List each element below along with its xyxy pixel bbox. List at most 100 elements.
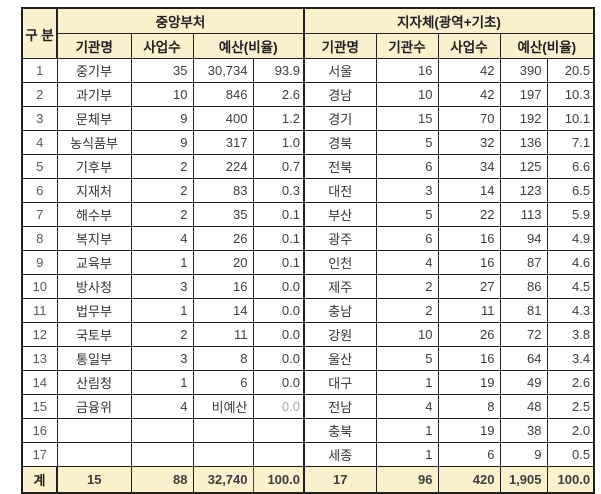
central-project-count-header: 사업수 bbox=[130, 33, 194, 59]
table-row: 3 문체부 9 400 1.2 경기 15 70 192 10.1 bbox=[21, 106, 595, 131]
table-row: 12 국토부 2 11 0.0 강원 10 26 72 3.8 bbox=[21, 322, 595, 347]
local-ratio-cell: 0.5 bbox=[546, 442, 595, 467]
total-local-ratio-cell: 100.0 bbox=[546, 466, 595, 494]
table-row: 15 금융위 4 비예산 0.0 전남 4 8 48 2.5 bbox=[21, 394, 595, 419]
central-project-count-cell: 9 bbox=[130, 106, 194, 131]
central-budget-cell: 11 bbox=[192, 322, 254, 347]
local-ratio-cell: 3.4 bbox=[546, 346, 595, 371]
table-row: 2 과기부 10 846 2.6 경남 10 42 197 10.3 bbox=[21, 82, 595, 107]
local-project-count-cell: 11 bbox=[437, 298, 501, 323]
local-ratio-cell: 4.6 bbox=[546, 250, 595, 275]
central-project-count-cell: 10 bbox=[130, 82, 194, 107]
local-project-count-cell: 14 bbox=[437, 178, 501, 203]
row-number-cell: 17 bbox=[21, 442, 58, 467]
central-budget-cell: 16 bbox=[192, 274, 254, 299]
local-project-count-cell: 22 bbox=[437, 202, 501, 227]
table-row: 7 해수부 2 35 0.1 부산 5 22 113 5.9 bbox=[21, 202, 595, 227]
row-number-cell: 5 bbox=[21, 154, 58, 179]
local-budget-cell: 113 bbox=[499, 202, 548, 227]
table-footer: 계 15 88 32,740 100.0 17 96 420 1,905 100… bbox=[21, 466, 595, 494]
local-org-count-cell: 1 bbox=[375, 418, 439, 443]
central-agency-name-cell: 금융위 bbox=[56, 394, 132, 419]
table-row: 4 농식품부 9 317 1.0 경북 5 32 136 7.1 bbox=[21, 130, 595, 155]
local-ratio-cell: 10.1 bbox=[546, 106, 595, 131]
row-number-cell: 3 bbox=[21, 106, 58, 131]
table-row: 1 중기부 35 30,734 93.9 서울 16 42 390 20.5 bbox=[21, 58, 595, 83]
total-local-org-count-cell: 96 bbox=[375, 466, 439, 494]
row-number-cell: 1 bbox=[21, 58, 58, 83]
row-number-cell: 14 bbox=[21, 370, 58, 395]
local-project-count-cell: 70 bbox=[437, 106, 501, 131]
central-ratio-cell: 0.0 bbox=[252, 298, 305, 323]
local-org-count-cell: 6 bbox=[375, 226, 439, 251]
central-project-count-cell: 1 bbox=[130, 298, 194, 323]
row-number-cell: 13 bbox=[21, 346, 58, 371]
central-budget-header: 예산(비율) bbox=[192, 33, 305, 59]
central-ratio-cell bbox=[252, 442, 305, 467]
central-agency-name-cell: 해수부 bbox=[56, 202, 132, 227]
central-ratio-cell: 0.0 bbox=[252, 394, 305, 419]
local-budget-cell: 49 bbox=[499, 370, 548, 395]
local-region-name-cell: 광주 bbox=[303, 226, 377, 251]
local-project-count-cell: 19 bbox=[437, 370, 501, 395]
central-project-count-cell bbox=[130, 442, 194, 467]
local-ratio-cell: 2.5 bbox=[546, 394, 595, 419]
central-ratio-cell: 0.0 bbox=[252, 322, 305, 347]
central-project-count-cell: 2 bbox=[130, 154, 194, 179]
table-body: 1 중기부 35 30,734 93.9 서울 16 42 390 20.5 2 과기부 10 846 2.… bbox=[21, 58, 595, 467]
local-region-name-cell: 전남 bbox=[303, 394, 377, 419]
local-budget-cell: 94 bbox=[499, 226, 548, 251]
central-budget-cell bbox=[192, 418, 254, 443]
local-ratio-cell: 2.0 bbox=[546, 418, 595, 443]
central-budget-cell: 비예산 bbox=[192, 394, 254, 419]
row-number-cell: 10 bbox=[21, 274, 58, 299]
central-ratio-cell: 0.0 bbox=[252, 274, 305, 299]
central-agency-name-cell: 국토부 bbox=[56, 322, 132, 347]
total-central-ratio-cell: 100.0 bbox=[252, 466, 305, 494]
row-number-cell: 12 bbox=[21, 322, 58, 347]
central-project-count-cell: 3 bbox=[130, 274, 194, 299]
central-ratio-cell: 93.9 bbox=[252, 58, 305, 83]
local-project-count-cell: 16 bbox=[437, 250, 501, 275]
local-budget-cell: 136 bbox=[499, 130, 548, 155]
local-region-name-cell: 경남 bbox=[303, 82, 377, 107]
local-budget-cell: 86 bbox=[499, 274, 548, 299]
central-budget-cell: 14 bbox=[192, 298, 254, 323]
local-region-name-cell: 부산 bbox=[303, 202, 377, 227]
local-ratio-cell: 6.5 bbox=[546, 178, 595, 203]
local-project-count-cell: 27 bbox=[437, 274, 501, 299]
table-row: 9 교육부 1 20 0.1 인천 4 16 87 4.6 bbox=[21, 250, 595, 275]
central-ratio-cell: 0.0 bbox=[252, 370, 305, 395]
local-org-count-cell: 5 bbox=[375, 346, 439, 371]
local-org-count-cell: 5 bbox=[375, 130, 439, 155]
central-project-count-cell: 2 bbox=[130, 322, 194, 347]
central-budget-cell: 30,734 bbox=[192, 58, 254, 83]
local-budget-cell: 38 bbox=[499, 418, 548, 443]
corner-header-cell: 구 분 bbox=[21, 7, 58, 59]
local-org-count-cell: 15 bbox=[375, 106, 439, 131]
row-number-cell: 8 bbox=[21, 226, 58, 251]
central-agency-name-cell: 방사청 bbox=[56, 274, 132, 299]
row-number-cell: 6 bbox=[21, 178, 58, 203]
central-agency-name-cell: 산림청 bbox=[56, 370, 132, 395]
total-label-cell: 계 bbox=[21, 466, 58, 494]
table-row: 14 산림청 1 6 0.0 대구 1 19 49 2.6 bbox=[21, 370, 595, 395]
central-budget-cell: 20 bbox=[192, 250, 254, 275]
central-agency-name-header: 기관명 bbox=[56, 33, 132, 59]
total-row: 계 15 88 32,740 100.0 17 96 420 1,905 100… bbox=[21, 466, 595, 494]
total-local-budget-cell: 1,905 bbox=[499, 466, 548, 494]
local-agency-name-header: 기관명 bbox=[303, 33, 377, 59]
central-ratio-cell: 0.1 bbox=[252, 226, 305, 251]
total-central-project-count-cell: 88 bbox=[130, 466, 194, 494]
central-ratio-cell bbox=[252, 418, 305, 443]
total-local-project-count-cell: 420 bbox=[437, 466, 501, 494]
central-budget-cell: 26 bbox=[192, 226, 254, 251]
local-ratio-cell: 2.6 bbox=[546, 370, 595, 395]
local-region-name-cell: 충남 bbox=[303, 298, 377, 323]
central-agency-name-cell: 통일부 bbox=[56, 346, 132, 371]
local-project-count-cell: 6 bbox=[437, 442, 501, 467]
central-budget-cell: 83 bbox=[192, 178, 254, 203]
header-row-sections: 구 분 중앙부처 지자체(광역+기초) bbox=[21, 7, 595, 59]
table-row: 5 기후부 2 224 0.7 전북 6 34 125 6.6 bbox=[21, 154, 595, 179]
local-ratio-cell: 4.9 bbox=[546, 226, 595, 251]
